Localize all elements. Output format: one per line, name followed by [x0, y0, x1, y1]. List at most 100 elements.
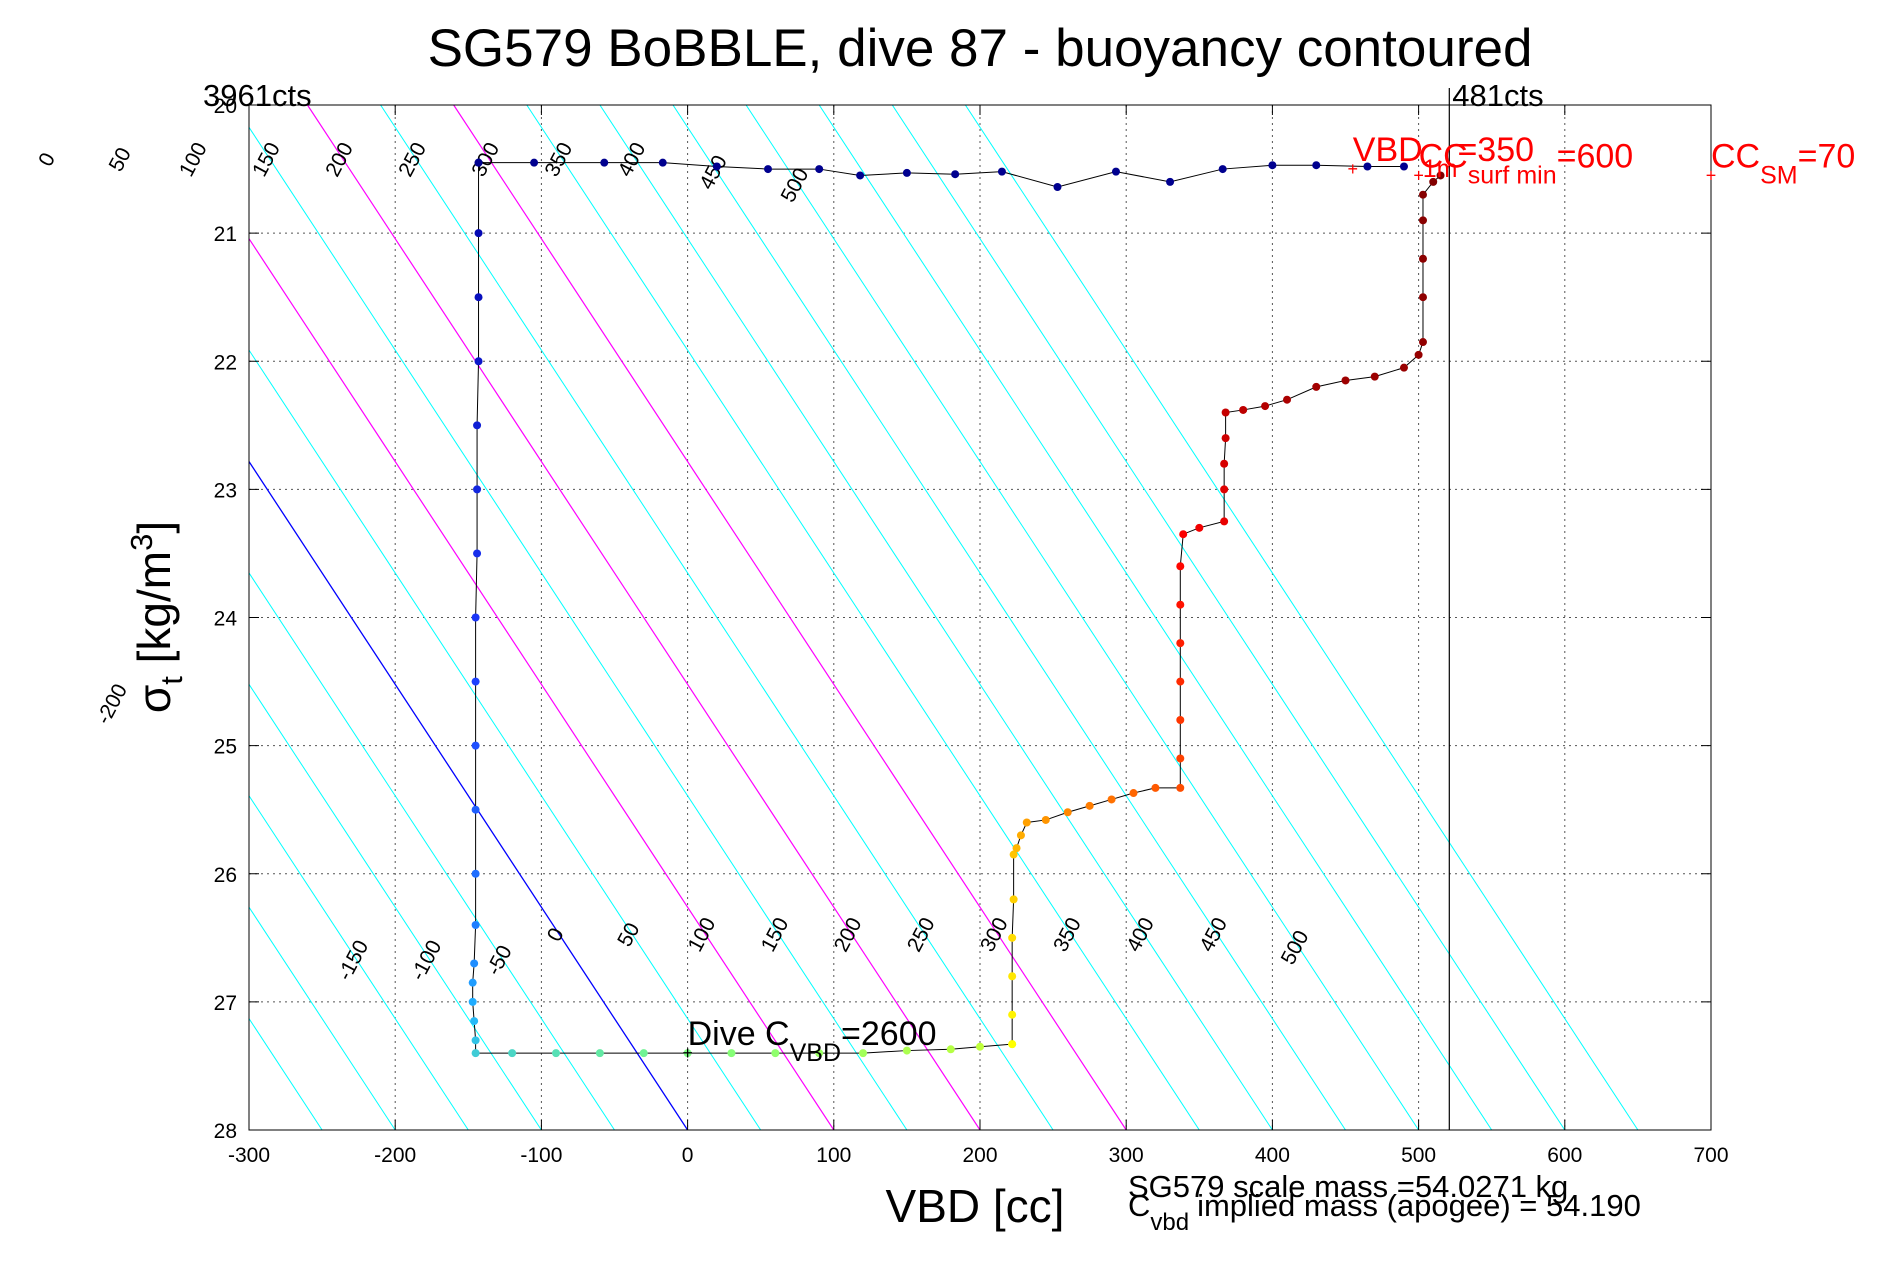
y-tick-label: 27 — [214, 992, 237, 1015]
data-point-dive — [859, 1049, 868, 1058]
y-tick-label: 20 — [214, 95, 237, 118]
x-tick-label: 600 — [1547, 1144, 1582, 1167]
data-point-climb — [1195, 523, 1204, 532]
data-point-dive — [473, 421, 482, 430]
contour-line — [306, 105, 981, 1130]
data-point-climb — [1022, 818, 1031, 827]
x-axis-label: VBD [cc] — [886, 1180, 1065, 1232]
contour-labels: -450-400-350-300-250-200-150-100-5005010… — [34, 139, 1313, 985]
contour-line — [818, 105, 1493, 1130]
data-point-climb — [1220, 459, 1229, 468]
contour-line — [249, 349, 762, 1130]
data-point-dive — [976, 1042, 984, 1051]
marker-label: Dive CVBD=2600 — [688, 1015, 937, 1067]
data-point-climb — [1418, 293, 1427, 302]
data-point-climb — [1063, 808, 1072, 817]
contour-label: -150 — [333, 936, 373, 984]
implied-mass-c: C — [1128, 1188, 1150, 1223]
data-point-climb — [1179, 530, 1188, 539]
data-point-surface — [1166, 177, 1175, 186]
contour-line — [453, 105, 1127, 1130]
chart-title: SG579 BoBBLE, dive 87 - buoyancy contour… — [428, 19, 1533, 78]
data-point-dive — [639, 1049, 648, 1058]
data-point-surface — [764, 165, 773, 174]
data-point-climb — [1176, 716, 1185, 724]
data-point-surface — [902, 168, 911, 177]
implied-mass-tail: implied mass (apogee) = 54.190 — [1197, 1188, 1641, 1223]
data-point-dive — [552, 1049, 561, 1058]
marker-label: VBD1m=350 — [1353, 131, 1534, 183]
data-point-dive — [508, 1049, 517, 1058]
contour-label: -100 — [406, 936, 446, 984]
data-point-dive — [471, 1049, 480, 1058]
data-point-dive — [470, 1017, 479, 1026]
data-point-dive — [471, 921, 480, 929]
data-point-surface — [1111, 167, 1120, 176]
contour-line — [672, 105, 1346, 1130]
y-tick-label: 24 — [214, 608, 238, 631]
contour-label: 0 — [543, 924, 569, 945]
x-tick-label: 300 — [1109, 1144, 1144, 1167]
y-axis-label: σt [kg/m3] — [124, 521, 189, 713]
data-point-climb — [1012, 844, 1021, 853]
data-point-climb — [1008, 1010, 1017, 1019]
data-point-dive — [815, 1049, 824, 1058]
y-tick-label: 21 — [214, 223, 237, 246]
data-point-climb — [1341, 376, 1350, 385]
data-point-climb — [1008, 972, 1017, 981]
data-point-surface — [856, 171, 865, 180]
x-tick-label: 700 — [1693, 1144, 1728, 1167]
contour-label: -200 — [92, 680, 132, 728]
top-right-label: 481cts — [1452, 78, 1543, 113]
contour-line — [249, 794, 469, 1130]
data-point-surface — [712, 162, 721, 171]
contour-line — [249, 1129, 250, 1130]
data-point-surface — [658, 158, 667, 167]
contour-line — [249, 460, 689, 1130]
x-tick-label: -300 — [228, 1144, 270, 1167]
contour-line — [249, 237, 835, 1130]
x-tick-label: 500 — [1401, 1144, 1436, 1167]
data-point-dive — [474, 357, 483, 366]
buoyancy-contours — [0, 105, 1639, 1130]
series-line-dive — [472, 162, 1013, 1054]
data-point-surface — [600, 158, 609, 167]
contour-line — [249, 126, 908, 1130]
contour-line — [891, 105, 1566, 1130]
data-point-climb — [1176, 600, 1185, 609]
data-series — [468, 158, 1445, 1058]
data-point-climb — [1009, 850, 1018, 859]
data-point-climb — [1221, 434, 1230, 443]
data-point-climb — [1283, 395, 1292, 404]
contour-line — [0, 105, 30, 1130]
data-point-dive — [471, 869, 480, 878]
data-point-dive — [771, 1049, 780, 1058]
data-point-climb — [1041, 815, 1050, 824]
data-point-climb — [1176, 677, 1185, 686]
marker-label: CCSM=70 — [1711, 137, 1855, 189]
data-point-climb — [1176, 783, 1185, 792]
data-point-dive — [471, 741, 480, 750]
data-point-dive — [471, 1036, 480, 1045]
contour-line — [380, 105, 1054, 1130]
data-point-climb — [1418, 190, 1427, 199]
marker-plus: + — [1706, 165, 1717, 185]
data-point-climb — [1312, 382, 1321, 391]
x-tick-label: 0 — [682, 1144, 694, 1167]
data-point-climb — [1107, 795, 1116, 804]
marker-label: CCsurf min=600 — [1419, 137, 1634, 189]
data-point-dive — [902, 1046, 911, 1055]
implied-mass-sub: vbd — [1150, 1209, 1189, 1236]
data-point-climb — [1239, 405, 1248, 414]
contour-line — [745, 105, 1420, 1130]
marker-plus: + — [1413, 165, 1424, 185]
top-left-label: 3961cts — [203, 78, 312, 113]
data-point-climb — [1220, 485, 1229, 494]
y-tick-label: 23 — [214, 479, 237, 502]
data-point-dive — [474, 229, 483, 238]
data-point-dive — [468, 997, 477, 1006]
x-tick-label: 200 — [962, 1144, 997, 1167]
data-point-climb — [1261, 402, 1270, 411]
data-point-dive — [470, 959, 479, 968]
